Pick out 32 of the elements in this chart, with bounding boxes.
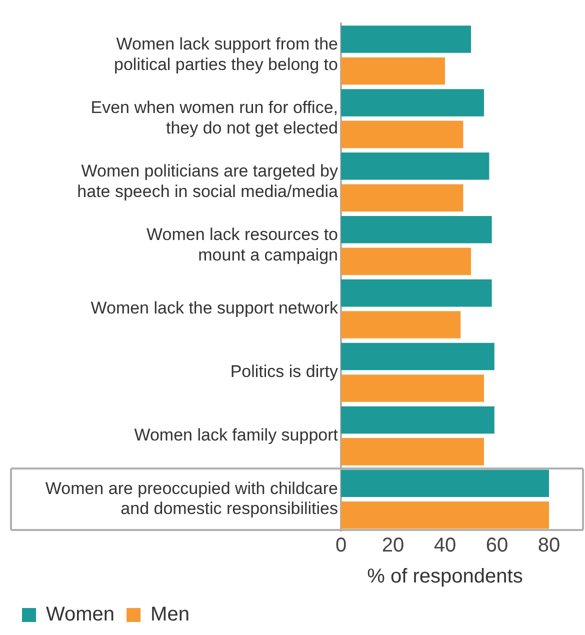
bar [341,311,461,338]
bar [341,152,490,180]
bar [341,406,494,434]
bar [341,438,484,466]
bar [341,26,471,53]
y-tick-label: Women lack resources to mount a campaign [146,224,338,264]
y-tick-label: Women lack family support [134,426,338,445]
bar [341,216,492,244]
bar [341,248,471,275]
bar [341,501,549,529]
x-tick-label: 60 [486,534,508,557]
legend-label: Women [46,604,115,626]
bar [341,374,484,402]
y-tick-label: Even when women run for office, they do not get elected [90,98,338,138]
bar [341,342,494,370]
bar [341,89,484,116]
y-tick-label: Women lack support from the political parties they belong to [114,34,338,74]
x-tick-label: 40 [434,534,456,557]
x-tick-label: 0 [335,534,347,557]
x-tick-label: 80 [538,534,560,557]
y-tick-label: Women politicians are targeted by hate speech in social media/media [77,162,339,201]
bar [341,279,492,307]
y-tick-label: Politics is dirty [230,362,338,382]
bar [341,120,464,148]
legend-label: Men [150,604,190,626]
x-axis-title: % of respondents [367,566,523,588]
bar [341,57,445,85]
y-tick-label: Women are preoccupied with childcare and domestic responsibilities [45,478,338,518]
bar [341,470,549,498]
y-tick-label: Women lack the support network [90,298,338,318]
x-tick-label: 20 [382,534,404,557]
bar [341,184,464,212]
